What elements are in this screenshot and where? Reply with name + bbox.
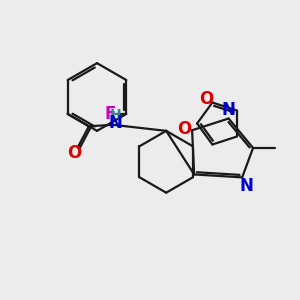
Text: O: O [199, 90, 213, 108]
Text: O: O [178, 120, 192, 138]
Text: O: O [68, 144, 82, 162]
Text: N: N [240, 177, 254, 195]
Text: N: N [222, 101, 236, 119]
Text: F: F [104, 105, 116, 123]
Text: H: H [110, 108, 121, 122]
Text: N: N [108, 114, 122, 132]
